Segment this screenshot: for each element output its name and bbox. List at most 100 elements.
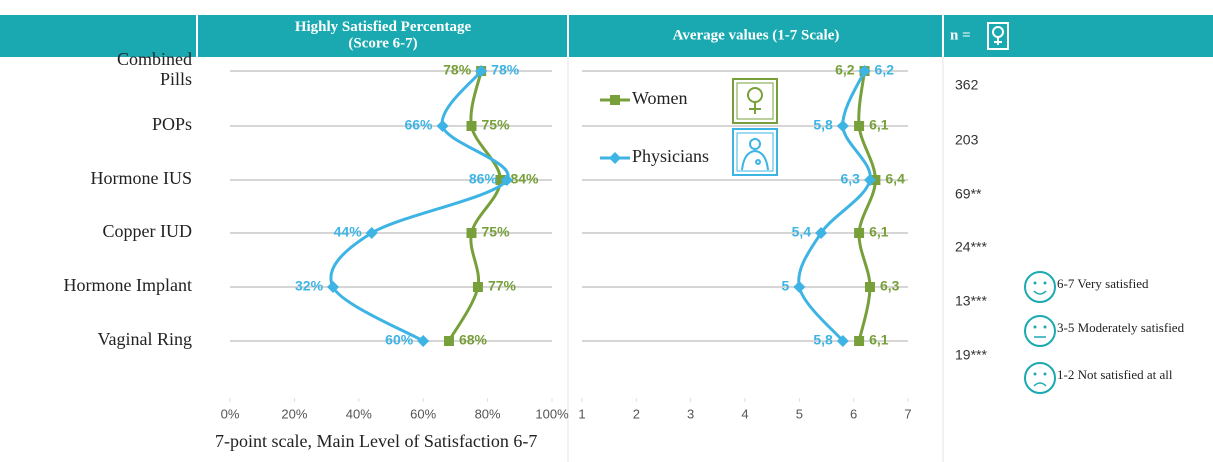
marker: [836, 120, 849, 132]
x-tick-label: 2: [633, 406, 640, 421]
key-label: 1-2 Not satisfied at all: [1057, 367, 1173, 382]
series-line: [329, 70, 510, 343]
n-value: 24***: [955, 239, 987, 255]
marker: [836, 335, 849, 347]
x-tick-label: 3: [687, 406, 694, 421]
category-label: Hormone IUS: [91, 168, 193, 188]
x-tick-label: 60%: [410, 406, 436, 421]
face-icon: [1024, 271, 1056, 303]
face-icon: [1024, 315, 1056, 347]
x-tick-label: 20%: [281, 406, 307, 421]
panel-title: Highly Satisfied Percentage (Score 6-7): [295, 19, 472, 52]
data-label: 75%: [482, 224, 511, 240]
key-label: 3-5 Moderately satisfied: [1057, 320, 1185, 335]
marker: [365, 227, 378, 239]
x-tick-label: 7: [904, 406, 911, 421]
key-label: 6-7 Very satisfied: [1057, 276, 1149, 291]
marker: [436, 120, 449, 132]
data-label: 6,4: [885, 171, 905, 187]
face-icon: [1024, 362, 1056, 394]
marker: [417, 335, 430, 347]
n-value: 13***: [955, 293, 987, 309]
panel-title: Average values (1-7 Scale): [673, 27, 840, 43]
legend-label: Physicians: [632, 146, 709, 166]
legend-icon: [732, 78, 778, 124]
marker: [863, 174, 876, 186]
marker: [854, 336, 865, 346]
face-eye: [1043, 372, 1047, 376]
x-tick-label: 80%: [475, 406, 501, 421]
data-label: 66%: [404, 117, 433, 133]
marker: [327, 281, 340, 293]
category-label: Vaginal Ring: [98, 329, 193, 349]
face-eye: [1043, 281, 1047, 285]
marker: [466, 121, 477, 131]
x-tick-label: 40%: [346, 406, 372, 421]
x-axis-label: 7-point scale, Main Level of Satisfactio…: [215, 431, 537, 451]
legend-icon: [732, 128, 778, 176]
marker: [858, 65, 871, 77]
marker: [466, 228, 477, 238]
marker: [854, 121, 865, 131]
data-label: 5,8: [813, 117, 833, 133]
n-value: 19***: [955, 347, 987, 363]
legend-label: Women: [632, 88, 688, 108]
data-label: 86%: [469, 171, 498, 187]
data-label: 68%: [459, 332, 488, 348]
x-tick-label: 4: [741, 406, 748, 421]
n-value: 362: [955, 77, 979, 93]
data-label: 6,3: [880, 278, 900, 294]
data-label: 6,1: [869, 224, 889, 240]
n-value: 69**: [955, 186, 982, 202]
face-eye: [1033, 281, 1037, 285]
face-eye: [1043, 325, 1047, 329]
data-label: 77%: [488, 278, 517, 294]
legend-marker: [610, 95, 620, 105]
face-eye: [1033, 372, 1037, 376]
category-label: POPs: [152, 114, 192, 134]
marker: [500, 174, 513, 186]
data-label: 32%: [295, 278, 324, 294]
header-band: [0, 15, 1213, 57]
data-label: 44%: [334, 224, 363, 240]
data-label: 6,1: [869, 117, 889, 133]
marker: [495, 175, 506, 185]
data-label: 78%: [491, 62, 520, 78]
face-eye: [1033, 325, 1037, 329]
n-header: n =: [950, 27, 971, 43]
marker: [443, 336, 454, 346]
series-line: [447, 70, 502, 342]
marker: [854, 228, 865, 238]
data-label: 6,2: [835, 62, 855, 78]
x-tick-label: 5: [796, 406, 803, 421]
category-label: Hormone Implant: [64, 275, 192, 295]
data-label: 75%: [482, 117, 511, 133]
face-mouth: [1033, 382, 1047, 387]
data-label: 5,8: [813, 332, 833, 348]
data-label: 6,3: [840, 171, 860, 187]
data-label: 5,4: [792, 224, 812, 240]
x-tick-label: 1: [578, 406, 585, 421]
data-label: 60%: [385, 332, 414, 348]
x-tick-label: 100%: [535, 406, 569, 421]
series-line: [857, 70, 877, 342]
legend-marker: [609, 152, 621, 164]
data-label: 84%: [510, 171, 539, 187]
category-label: Copper IUD: [103, 221, 192, 241]
marker: [475, 65, 488, 77]
category-label: Combined Pills: [117, 49, 192, 89]
data-label: 5: [782, 278, 790, 294]
marker: [793, 281, 806, 293]
marker: [864, 282, 875, 292]
data-label: 6,1: [869, 332, 889, 348]
n-value: 203: [955, 132, 979, 148]
x-tick-label: 6: [850, 406, 857, 421]
face-mouth: [1033, 290, 1047, 295]
female-icon: [987, 22, 1009, 50]
marker: [472, 282, 483, 292]
data-label: 6,2: [875, 62, 895, 78]
data-label: 78%: [443, 62, 472, 78]
x-tick-label: 0%: [221, 406, 240, 421]
marker: [815, 227, 828, 239]
